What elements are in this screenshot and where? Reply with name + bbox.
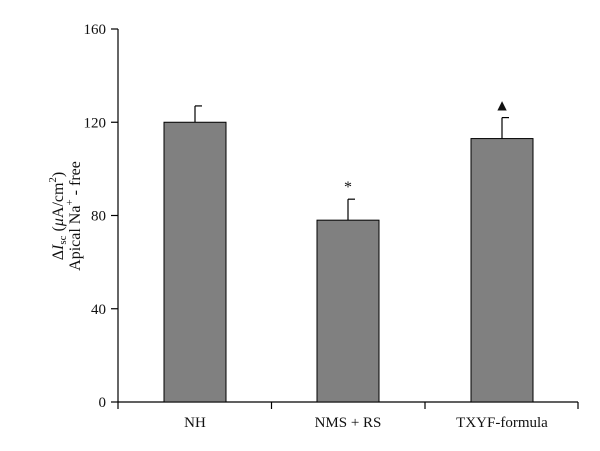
x-tick-label: NH bbox=[184, 415, 206, 431]
x-tick-label: NMS + RS bbox=[315, 415, 382, 431]
y-axis-label-line1: ΔIsc (μA/cm2) bbox=[47, 172, 69, 261]
significance-marker: ▲ bbox=[494, 98, 510, 115]
y-tick-label: 80 bbox=[91, 209, 106, 225]
x-tick-label: TXYF-formula bbox=[456, 415, 548, 431]
bar bbox=[163, 121, 227, 403]
y-tick-label: 120 bbox=[84, 115, 107, 131]
y-tick-label: 0 bbox=[99, 395, 107, 411]
bar bbox=[470, 138, 534, 403]
bar bbox=[316, 219, 380, 403]
plot-area: 0 40 80 120 160 NH NMS + RS * TXYF-formula ▲ bbox=[84, 22, 579, 431]
y-axis-label: ΔIsc (μA/cm2) Apical Na+ - free bbox=[47, 161, 84, 271]
y-tick-label: 40 bbox=[91, 302, 106, 318]
y-tick-label: 160 bbox=[84, 22, 107, 38]
significance-marker: * bbox=[344, 179, 352, 196]
y-axis-label-line2: Apical Na+ - free bbox=[64, 161, 84, 271]
